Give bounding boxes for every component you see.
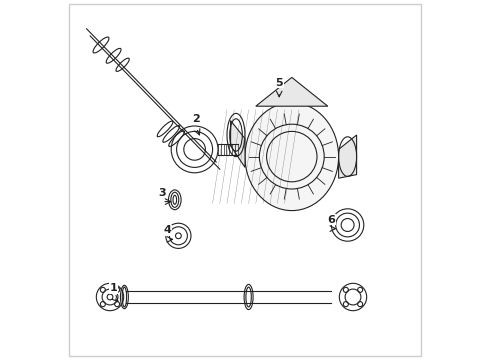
Text: 6: 6 [327,215,335,225]
Ellipse shape [245,103,339,211]
Text: 4: 4 [164,225,171,235]
Text: 5: 5 [275,78,283,88]
Polygon shape [339,135,357,178]
Polygon shape [256,77,328,106]
Polygon shape [231,121,245,167]
Text: 2: 2 [193,114,200,124]
Text: 1: 1 [110,283,118,293]
Text: 3: 3 [158,188,166,198]
